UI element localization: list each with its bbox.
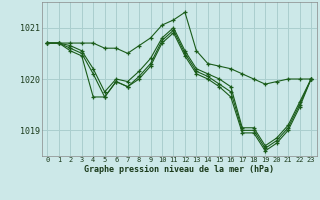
X-axis label: Graphe pression niveau de la mer (hPa): Graphe pression niveau de la mer (hPa) — [84, 165, 274, 174]
